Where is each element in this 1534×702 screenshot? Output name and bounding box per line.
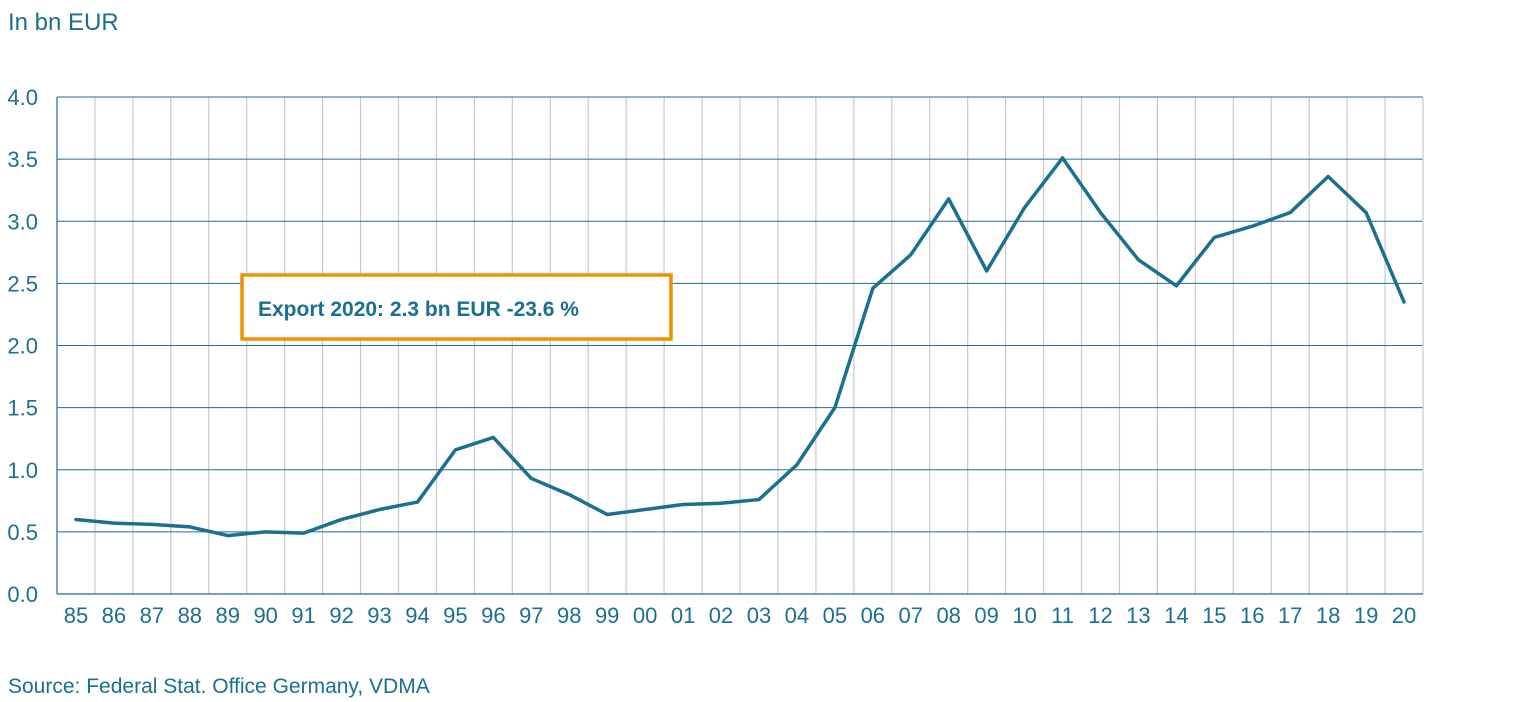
data-point (264, 530, 268, 534)
data-point (1023, 206, 1027, 210)
data-point (985, 269, 989, 273)
x-tick-label: 16 (1240, 603, 1264, 628)
data-point (226, 534, 230, 538)
x-tick-label: 09 (974, 603, 998, 628)
data-point (1288, 211, 1292, 215)
x-tick-label: 08 (936, 603, 960, 628)
x-tick-label: 90 (253, 603, 277, 628)
data-point (909, 253, 913, 257)
data-point (757, 498, 761, 502)
y-tick-label: 4.0 (7, 85, 38, 110)
x-tick-label: 96 (481, 603, 505, 628)
data-point (795, 463, 799, 467)
data-point (529, 476, 533, 480)
y-tick-label: 2.5 (7, 271, 38, 296)
x-tick-label: 98 (557, 603, 581, 628)
unit-label: In bn EUR (8, 9, 119, 36)
data-point (340, 517, 344, 521)
x-tick-label: 92 (329, 603, 353, 628)
data-point (1098, 211, 1102, 215)
data-point (491, 435, 495, 439)
x-tick-label: 13 (1126, 603, 1150, 628)
x-tick-label: 86 (102, 603, 126, 628)
x-tick-label: 89 (216, 603, 240, 628)
series-layer (74, 156, 1406, 538)
annotation-box: Export 2020: 2.3 bn EUR -23.6 % (240, 273, 673, 341)
data-point (1326, 175, 1330, 179)
x-tick-label: 97 (519, 603, 543, 628)
grid (57, 96, 1424, 594)
data-point (74, 517, 78, 521)
x-tick-label: 85 (64, 603, 88, 628)
x-tick-label: 14 (1164, 603, 1188, 628)
data-point (1061, 156, 1065, 160)
data-point (871, 286, 875, 290)
data-point (415, 500, 419, 504)
x-tick-label: 01 (671, 603, 695, 628)
data-point (453, 448, 457, 452)
y-tick-label: 2.0 (7, 334, 38, 359)
x-tick-label: 99 (595, 603, 619, 628)
data-point (681, 503, 685, 507)
y-tick-label: 1.5 (7, 396, 38, 421)
x-tick-label: 02 (709, 603, 733, 628)
x-tick-label: 05 (823, 603, 847, 628)
x-tick-label: 04 (785, 603, 809, 628)
annotation-text: Export 2020: 2.3 bn EUR -23.6 % (258, 298, 579, 321)
x-axis: 85 86 87 88 89 90 91 92 93 94 95 96 97 98 99 00 01 02 03 04… (57, 593, 1423, 628)
annotation-border (240, 273, 673, 341)
data-point (947, 197, 951, 201)
source-label: Source: Federal Stat. Office Germany, VD… (8, 675, 430, 698)
data-point (112, 521, 116, 525)
data-point (302, 531, 306, 535)
data-point (1402, 300, 1406, 304)
data-point (1364, 211, 1368, 215)
series-line (74, 156, 1406, 538)
data-point (833, 406, 837, 410)
data-point (150, 522, 154, 526)
x-tick-label: 10 (1012, 603, 1036, 628)
y-tick-label: 3.0 (7, 209, 38, 234)
data-point (643, 508, 647, 512)
x-tick-label: 03 (747, 603, 771, 628)
data-point (188, 525, 192, 529)
x-tick-label: 91 (291, 603, 315, 628)
y-axis: 0.0 0.5 1.0 1.5 2.0 2.5 3.0 3.5 4.0 (7, 85, 58, 607)
data-point (1250, 224, 1254, 228)
x-tick-label: 94 (405, 603, 429, 628)
x-tick-label: 15 (1202, 603, 1226, 628)
data-point (719, 501, 723, 505)
y-tick-label: 3.5 (7, 147, 38, 172)
y-tick-label: 0.5 (7, 520, 38, 545)
data-point (378, 508, 382, 512)
x-tick-label: 88 (178, 603, 202, 628)
x-tick-label: 20 (1392, 603, 1416, 628)
y-tick-label: 1.0 (7, 458, 38, 483)
x-tick-label: 12 (1088, 603, 1112, 628)
x-tick-label: 95 (443, 603, 467, 628)
y-tick-label: 0.0 (7, 582, 38, 607)
x-tick-label: 00 (633, 603, 657, 628)
x-tick-label: 11 (1051, 603, 1074, 628)
x-tick-label: 06 (861, 603, 885, 628)
x-tick-label: 87 (140, 603, 164, 628)
data-point (605, 512, 609, 516)
x-tick-label: 18 (1316, 603, 1340, 628)
data-point (1136, 258, 1140, 262)
x-tick-label: 17 (1278, 603, 1302, 628)
x-tick-label: 93 (367, 603, 391, 628)
data-point (1174, 284, 1178, 288)
data-point (567, 493, 571, 497)
x-tick-label: 19 (1354, 603, 1378, 628)
x-tick-label: 07 (899, 603, 923, 628)
data-point (1212, 235, 1216, 239)
